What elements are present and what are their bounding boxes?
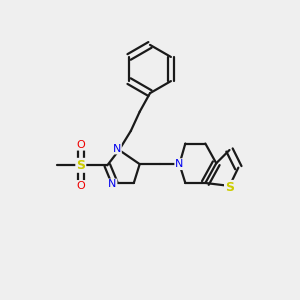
Text: N: N (175, 159, 184, 169)
Text: S: S (225, 181, 234, 194)
Text: S: S (76, 159, 85, 172)
Text: N: N (112, 143, 121, 154)
Text: N: N (108, 179, 116, 190)
Text: O: O (76, 140, 85, 150)
Text: O: O (76, 181, 85, 191)
